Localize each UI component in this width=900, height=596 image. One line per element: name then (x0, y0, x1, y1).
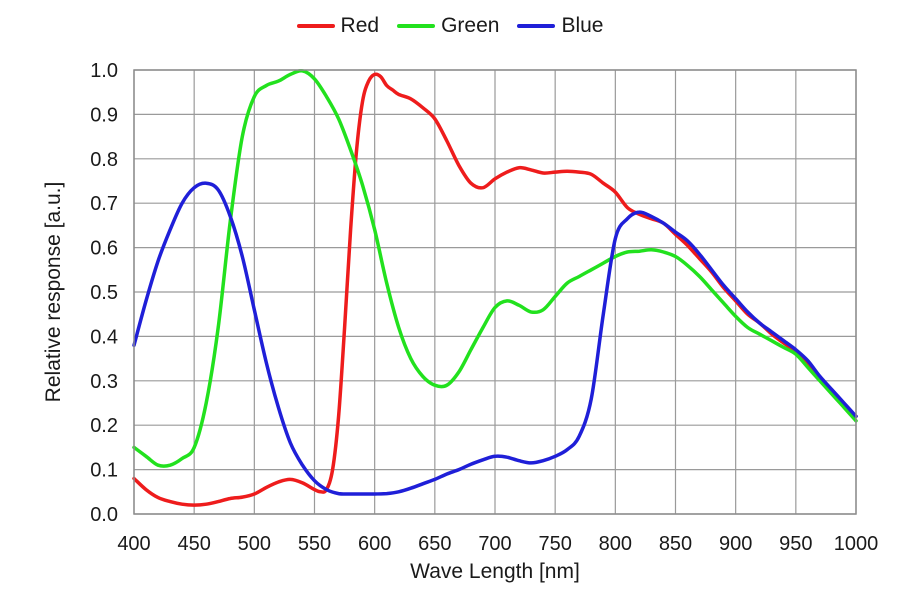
x-axis-title: Wave Length [nm] (410, 560, 580, 583)
y-tick-label: 0.3 (90, 371, 118, 393)
legend-item-green: Green (397, 14, 499, 38)
x-tick-labels: 400 450 500 550 600 650 700 750 800 850 900 950 1000 (117, 533, 878, 555)
x-tick-label: 900 (719, 533, 752, 555)
x-tick-label: 1000 (834, 533, 879, 555)
y-tick-label: 0.1 (90, 460, 118, 482)
y-tick-label: 0.4 (90, 326, 118, 348)
y-tick-label: 0.9 (90, 104, 118, 126)
y-axis-title: Relative response [a.u.] (42, 181, 65, 403)
series-line-blue (132, 181, 858, 496)
x-tick-label: 950 (779, 533, 812, 555)
legend-swatch (397, 24, 436, 28)
x-tick-label: 700 (478, 533, 511, 555)
legend-swatch (517, 24, 556, 28)
x-tick-label: 400 (117, 533, 150, 555)
x-tick-label: 750 (538, 533, 571, 555)
series-line-green (132, 69, 858, 468)
y-tick-label: 1.0 (90, 60, 118, 82)
y-tick-label: 0.2 (90, 415, 118, 437)
x-tick-label: 800 (599, 533, 632, 555)
x-tick-label: 600 (358, 533, 391, 555)
y-tick-label: 0.0 (90, 504, 118, 526)
y-tick-label: 0.8 (90, 149, 118, 171)
legend: Red Green Blue (0, 14, 900, 38)
x-tick-label: 550 (298, 533, 331, 555)
legend-label: Red (340, 14, 380, 37)
x-tick-label: 500 (238, 533, 271, 555)
y-tick-labels: 0.0 0.1 0.2 0.3 0.4 0.5 0.6 0.7 0.8 0.9 1.0 (90, 60, 118, 526)
y-tick-label: 0.6 (90, 238, 118, 260)
legend-item-red: Red (296, 14, 380, 38)
legend-item-blue: Blue (517, 14, 603, 38)
x-tick-label: 450 (177, 533, 210, 555)
series-group (132, 69, 858, 507)
x-tick-label: 850 (659, 533, 692, 555)
y-tick-label: 0.5 (90, 282, 118, 304)
x-tick-label: 650 (418, 533, 451, 555)
legend-swatch (296, 24, 335, 28)
plot-frame (133, 69, 857, 515)
legend-label: Green (441, 14, 500, 37)
legend-label: Blue (561, 14, 604, 37)
y-tick-label: 0.7 (90, 193, 118, 215)
